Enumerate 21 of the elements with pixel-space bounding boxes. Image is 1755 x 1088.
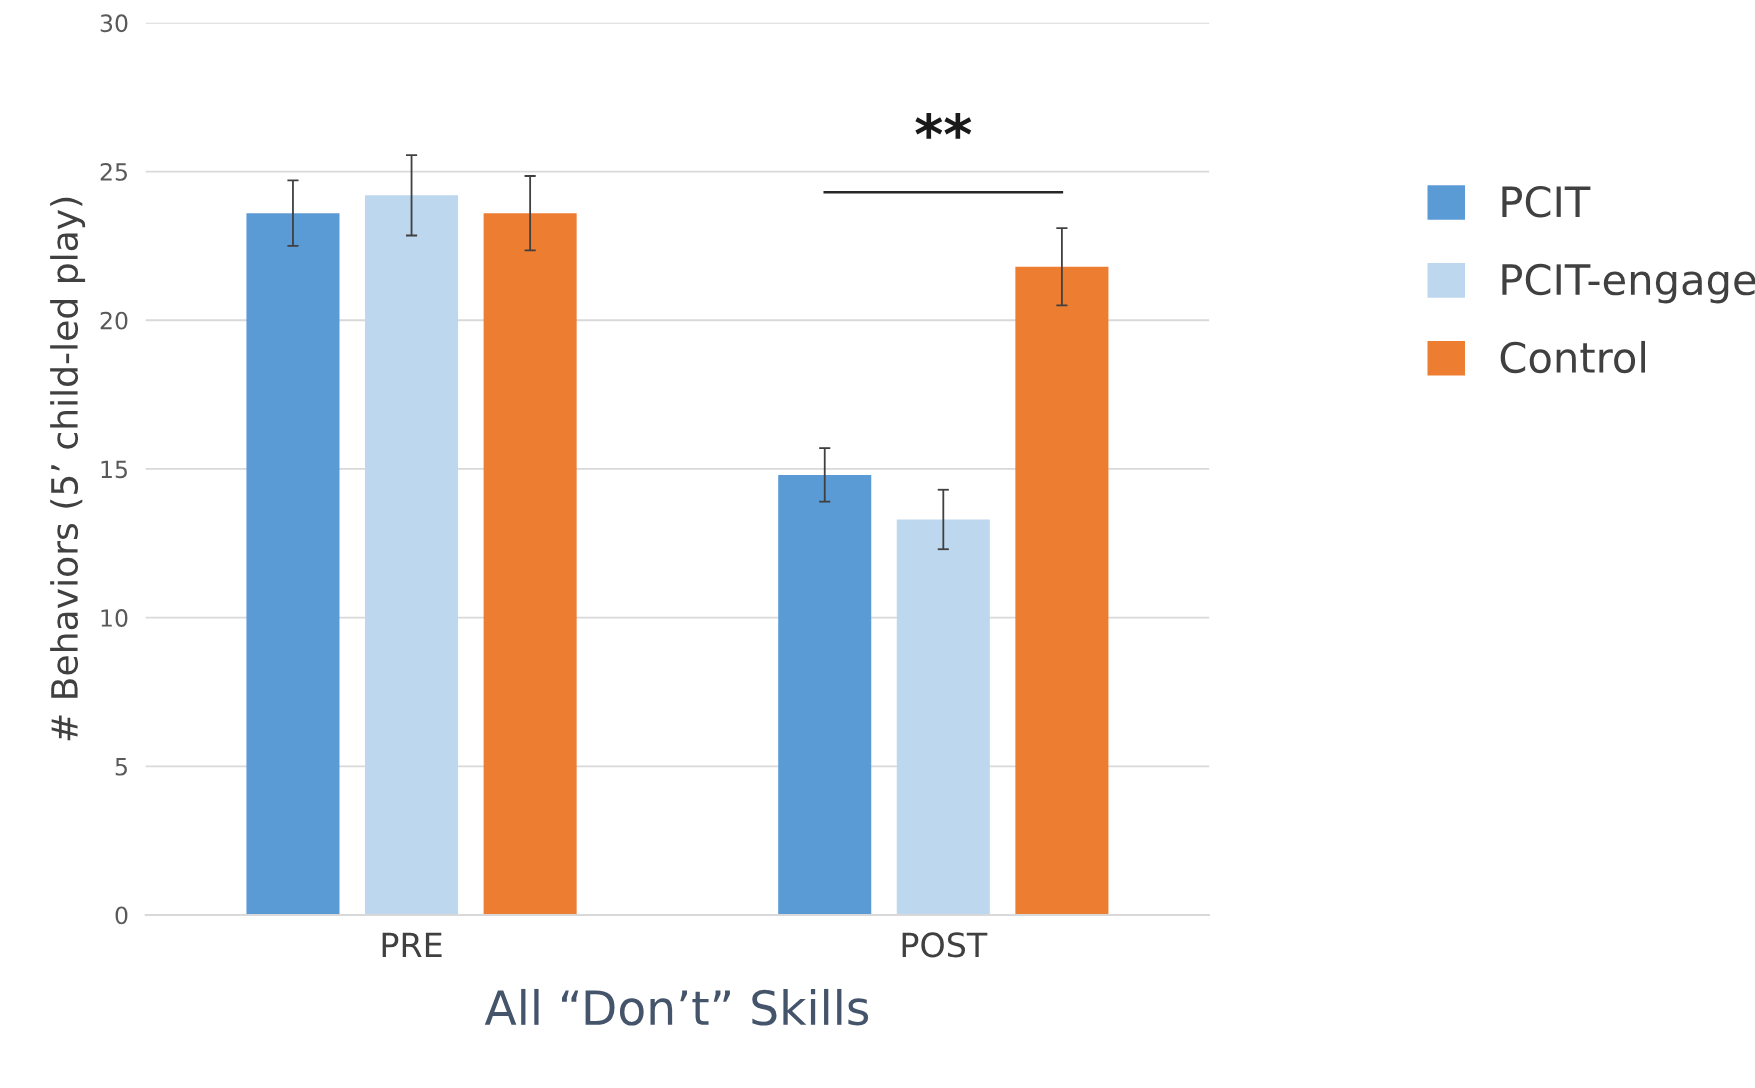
- bar: [896, 519, 990, 916]
- bar: [246, 213, 340, 916]
- y-tick-label: 0: [115, 906, 128, 925]
- x-axis-title: All “Don’t” Skills: [484, 988, 869, 1026]
- y-tick-label: 25: [100, 162, 127, 181]
- bar: [365, 195, 459, 916]
- bar: [483, 213, 577, 916]
- y-tick-label: 5: [115, 758, 127, 776]
- y-tick-label: 20: [100, 311, 128, 330]
- legend-label: PCIT-engage: [1502, 263, 1755, 304]
- annotation: **: [915, 112, 972, 139]
- y-tick-label: 15: [101, 460, 127, 479]
- legend-label: PCIT: [1502, 185, 1591, 218]
- bar: [1015, 266, 1109, 916]
- y-axis-title: # Behaviors (5’ child-led play): [50, 197, 86, 741]
- x-tick-label: PRE: [382, 932, 442, 957]
- legend-label: Control: [1500, 340, 1646, 374]
- y-tick-label: 10: [101, 609, 128, 627]
- x-tick-label: POST: [902, 932, 988, 958]
- bar: [778, 474, 872, 916]
- y-tick-label: 30: [100, 14, 128, 33]
